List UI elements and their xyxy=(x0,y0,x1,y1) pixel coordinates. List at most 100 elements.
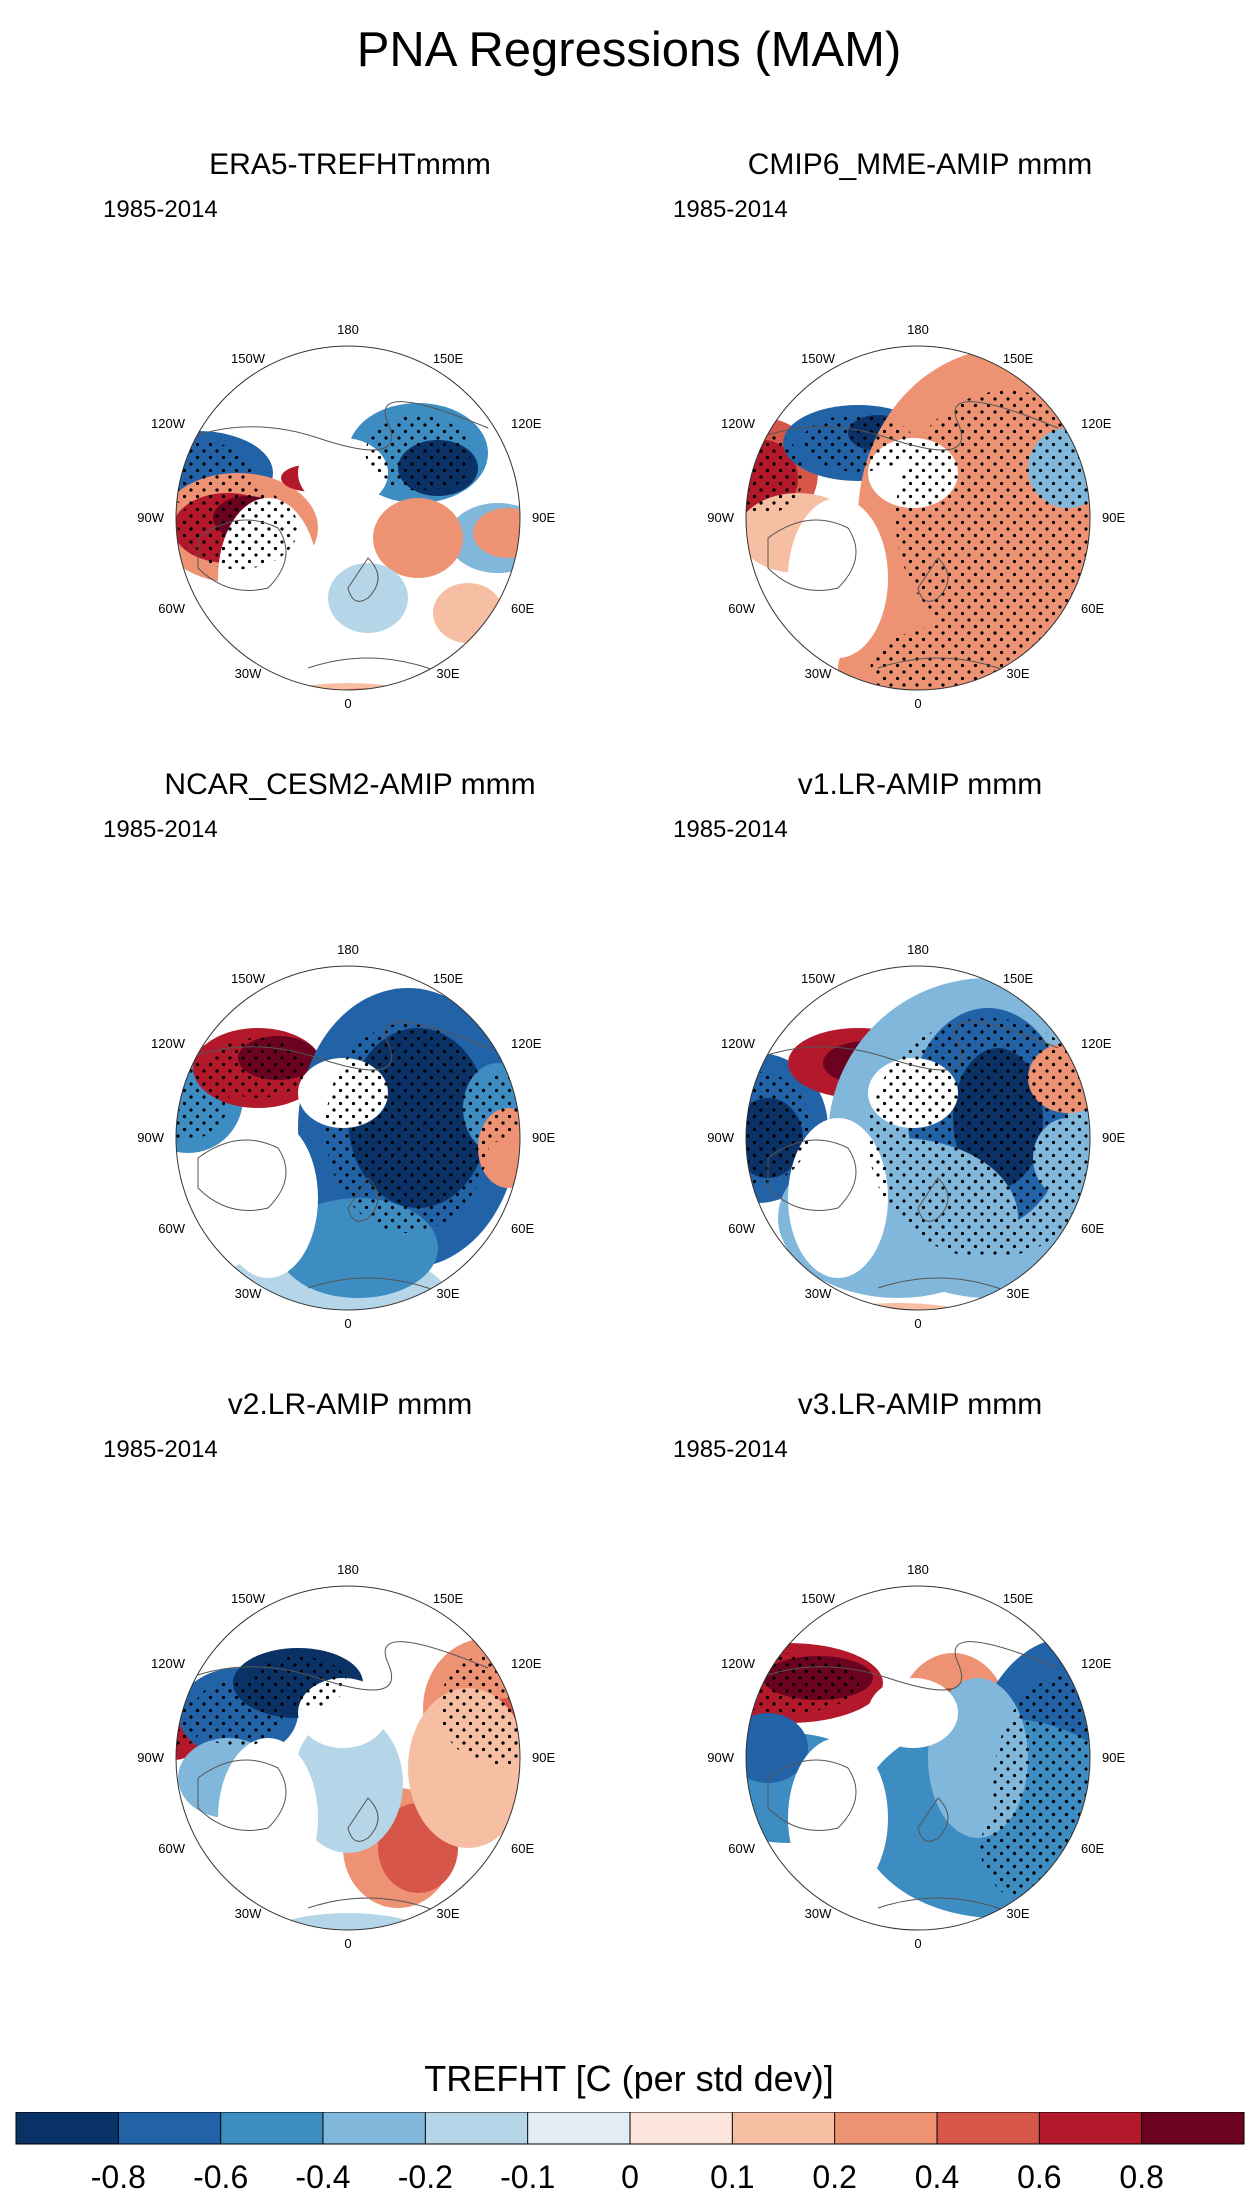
colorbar-swatch xyxy=(1141,2112,1245,2144)
longitude-label-top: 180 xyxy=(907,942,929,957)
longitude-label-ne2: 120E xyxy=(511,1656,542,1671)
longitude-label-se2: 60E xyxy=(511,1841,534,1856)
map-boundary xyxy=(175,1585,521,1931)
colorbar-swatch xyxy=(732,2112,836,2144)
longitude-label-e: 90E xyxy=(1102,1750,1125,1765)
longitude-label-se2: 60E xyxy=(1081,1841,1104,1856)
colorbar-swatch xyxy=(323,2112,426,2144)
anomaly-region xyxy=(238,1913,458,1930)
longitude-label-top: 180 xyxy=(907,322,929,337)
significance-stipple xyxy=(964,1065,1032,1171)
atlantic-ocean xyxy=(788,1738,888,1898)
longitude-label-w: 90W xyxy=(707,1750,734,1765)
colorbar-tick-label: 0.8 xyxy=(1119,2159,1163,2195)
colorbar-tick-label: -0.8 xyxy=(91,2159,146,2195)
longitude-label-sw1: 30W xyxy=(235,1906,262,1921)
significance-stipple xyxy=(176,1056,230,1140)
colorbar-swatch xyxy=(630,2112,733,2144)
polar-map: 180 150W 150E 120W 120E 90W 90E 60W 60E 30W 30E 0 xyxy=(707,322,1125,711)
colorbar-swatch xyxy=(16,2112,119,2144)
panel-years: 1985-2014 xyxy=(673,1436,788,1463)
panel-years: 1985-2014 xyxy=(673,196,788,223)
colorbar-tick-label: 0.4 xyxy=(915,2159,959,2195)
anomaly-region xyxy=(778,1303,1018,1310)
longitude-label-sw1: 30W xyxy=(805,1906,832,1921)
longitude-label-nw1: 150W xyxy=(231,971,266,986)
atlantic-ocean xyxy=(218,1118,318,1278)
panel-v2: v2.LR-AMIP mmm 1985-2014 180 150W 150E 120W… xyxy=(70,1388,630,2008)
longitude-label-w: 90W xyxy=(137,1750,164,1765)
longitude-label-bottom: 0 xyxy=(344,696,351,711)
arctic-ocean xyxy=(298,438,388,508)
longitude-label-se2: 60E xyxy=(511,601,534,616)
panel-title: NCAR_CESM2-AMIP mmm xyxy=(164,768,536,801)
anomaly-region xyxy=(373,498,463,578)
longitude-label-nw1: 150W xyxy=(801,1591,836,1606)
longitude-label-ne2: 120E xyxy=(1081,1656,1112,1671)
colorbar-tick-label: 0 xyxy=(621,2159,639,2195)
colorbar-swatch xyxy=(425,2112,529,2144)
significance-stipple xyxy=(249,1656,347,1710)
map-boundary xyxy=(175,345,521,691)
panel-years: 1985-2014 xyxy=(673,816,788,843)
polar-map: 180 150W 150E 120W 120E 90W 90E 60W 60E 30W 30E 0 xyxy=(137,1562,555,1993)
significance-stipple xyxy=(408,447,468,489)
longitude-label-se1: 30E xyxy=(1006,1906,1029,1921)
map-boundary xyxy=(745,1585,1091,1931)
longitude-label-ne1: 150E xyxy=(433,351,464,366)
longitude-label-sw2: 60W xyxy=(158,601,185,616)
coastlines xyxy=(746,1641,1089,1917)
significance-stipple xyxy=(209,1038,307,1098)
longitude-label-nw2: 120W xyxy=(721,1036,756,1051)
atlantic-ocean xyxy=(788,498,888,658)
longitude-label-w: 90W xyxy=(137,1130,164,1145)
colorbar-tick-label: -0.1 xyxy=(500,2159,555,2195)
longitude-label-top: 180 xyxy=(337,1562,359,1577)
significance-stipple xyxy=(176,1686,203,1750)
anomaly-region xyxy=(746,1713,808,1783)
longitude-label-se1: 30E xyxy=(436,1286,459,1301)
longitude-label-sw1: 30W xyxy=(235,666,262,681)
longitude-label-w: 90W xyxy=(707,1130,734,1145)
longitude-label-se2: 60E xyxy=(511,1221,534,1236)
anomaly-region xyxy=(293,1713,403,1853)
longitude-label-e: 90E xyxy=(1102,1130,1125,1145)
significance-stipple xyxy=(186,501,270,555)
map-boundary xyxy=(745,345,1091,691)
longitude-label-sw2: 60W xyxy=(728,1841,755,1856)
significance-stipple xyxy=(365,1050,471,1186)
significance-stipple xyxy=(895,390,1090,646)
longitude-label-ne1: 150E xyxy=(1003,351,1034,366)
significance-stipple xyxy=(746,1108,795,1168)
longitude-label-top: 180 xyxy=(337,942,359,957)
panel-years: 1985-2014 xyxy=(103,816,218,843)
longitude-label-ne1: 150E xyxy=(433,1591,464,1606)
polar-map: 180 150W 150E 120W 120E 90W 90E 60W 60E 30W 30E 0 xyxy=(707,942,1125,1331)
significance-stipple xyxy=(1024,1858,1090,1918)
longitude-label-e: 90E xyxy=(1102,510,1125,525)
panel-v1: v1.LR-AMIP mmm 1985-2014 180 150W 150E 120W… xyxy=(640,768,1200,1388)
map-fill xyxy=(746,346,1090,690)
anomaly-region xyxy=(293,1943,383,1993)
colorbar-title: TREFHT [C (per std dev)] xyxy=(424,2058,834,2099)
colorbar-tick-label: -0.2 xyxy=(398,2159,453,2195)
colorbar-swatch xyxy=(220,2112,324,2144)
longitude-label-nw2: 120W xyxy=(721,416,756,431)
significance-stipple xyxy=(870,623,1066,690)
map-fill xyxy=(176,1586,520,1993)
longitude-label-se1: 30E xyxy=(1006,666,1029,681)
map-boundary xyxy=(175,965,521,1311)
longitude-label-sw1: 30W xyxy=(805,1286,832,1301)
longitude-label-sw2: 60W xyxy=(158,1841,185,1856)
polar-map: 180 150W 150E 120W 120E 90W 90E 60W 60E 30W 30E 0 xyxy=(137,322,555,711)
longitude-label-top: 180 xyxy=(907,1562,929,1577)
colorbar-tick-label: 0.6 xyxy=(1017,2159,1061,2195)
longitude-label-se1: 30E xyxy=(436,666,459,681)
longitude-label-nw1: 150W xyxy=(231,1591,266,1606)
anomaly-region xyxy=(768,1928,988,1930)
longitude-label-ne1: 150E xyxy=(1003,971,1034,986)
panel-title: v2.LR-AMIP mmm xyxy=(227,1388,473,1421)
map-boundary xyxy=(745,965,1091,1311)
colorbar-swatch xyxy=(937,2112,1040,2144)
longitude-label-bottom: 0 xyxy=(914,696,921,711)
